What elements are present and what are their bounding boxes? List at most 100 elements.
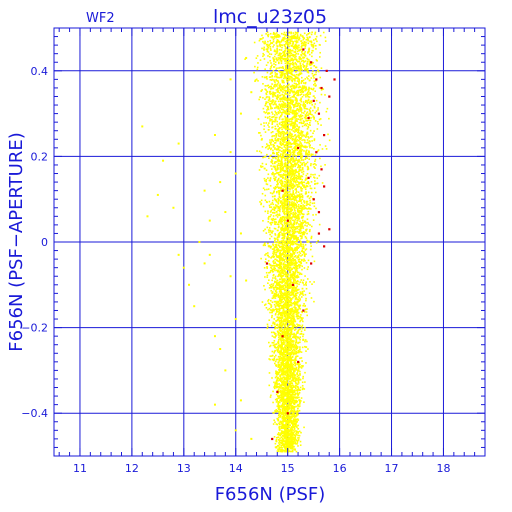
data-point [259,201,261,203]
data-point [291,129,293,131]
data-point [302,122,305,124]
data-point [281,223,284,226]
data-point [279,275,282,278]
data-point [271,111,273,114]
data-point [295,341,298,344]
data-point [286,81,289,83]
data-point [286,294,289,297]
data-point [284,316,287,318]
data-point [277,155,279,158]
data-point [292,270,294,273]
data-point [273,436,276,438]
data-point [294,119,297,121]
data-point [273,308,275,311]
data-point [289,75,292,78]
data-point [296,32,298,34]
data-point [293,66,295,68]
data-point [298,389,300,392]
data-point [300,207,302,210]
data-point [276,386,278,388]
data-point [296,267,299,270]
data-point [288,251,291,253]
data-point [290,380,292,383]
data-point [271,195,274,198]
data-point [306,76,308,79]
data-point [301,254,304,256]
data-point [298,149,301,152]
data-point [299,243,302,246]
data-point [298,273,301,276]
data-point [309,93,312,95]
data-point [302,82,305,84]
data-point [291,349,294,352]
data-point [289,171,292,174]
data-point [282,275,284,278]
data-point [295,313,298,316]
data-point [296,265,298,267]
data-point [298,251,301,253]
data-point [272,331,275,334]
data-point [294,230,297,233]
data-point [303,247,305,250]
data-point [285,383,287,386]
data-point [281,270,284,273]
data-point [269,148,272,151]
data-point [304,89,306,92]
data-point [287,303,290,306]
data-point [303,267,306,269]
data-point [267,99,270,102]
data-point [273,211,276,214]
data-point [286,359,289,362]
data-point [293,140,296,143]
data-point [296,426,298,429]
data-point [271,232,273,234]
data-point [287,338,290,341]
data-point [277,147,280,150]
data-point [271,341,274,344]
data-point [289,197,292,199]
data-point [291,226,294,229]
data-point [295,366,298,369]
data-point [283,390,286,392]
data-point [300,131,303,133]
data-point [289,142,292,145]
data-point [268,55,271,58]
data-point [275,42,278,44]
data-point [267,210,269,212]
data-point [271,121,274,124]
data-point [296,227,298,230]
data-point [285,86,287,89]
data-point [293,230,295,232]
data-point [299,193,301,195]
data-point [288,51,290,53]
data-point [307,266,309,268]
data-point [274,156,277,158]
data-point [280,347,282,350]
data-point [282,281,284,283]
data-point [293,408,295,410]
data-point [314,31,317,34]
data-point [282,322,285,324]
data-point [269,245,272,248]
data-point [288,439,291,441]
data-point [296,317,299,320]
data-point [281,224,284,227]
data-point [280,320,283,323]
data-point [287,346,289,348]
data-point [301,125,304,128]
data-point [265,43,268,46]
data-point [290,249,292,251]
data-point [290,207,293,209]
data-point [253,71,255,74]
data-point [283,235,286,238]
data-point [271,118,273,121]
data-point [279,44,281,46]
data-point [308,292,311,295]
data-point [302,66,305,69]
data-point [282,367,285,369]
data-point [311,72,314,75]
data-point [283,195,286,197]
data-point [292,127,295,129]
data-point [281,196,284,199]
data-point [280,169,282,172]
